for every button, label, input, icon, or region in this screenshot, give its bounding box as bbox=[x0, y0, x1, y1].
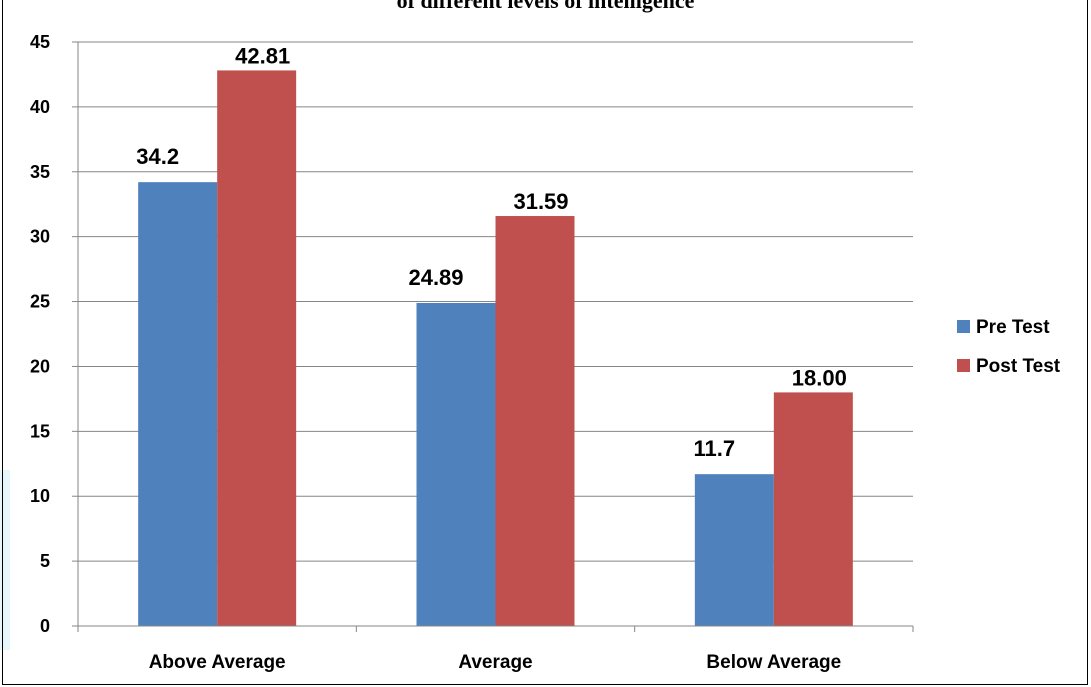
data-label: 42.81 bbox=[235, 43, 290, 68]
legend-swatch bbox=[957, 320, 970, 333]
x-tick-label: Below Average bbox=[706, 652, 841, 673]
y-tick-label: 45 bbox=[30, 32, 50, 52]
x-tick-label: Above Average bbox=[149, 652, 286, 673]
data-labels: 34.2 42.81 24.89 31.59 11.7 18.00 bbox=[136, 43, 847, 461]
legend-label: Pre Test bbox=[976, 317, 1050, 338]
y-tick-label: 30 bbox=[30, 227, 50, 247]
y-tick-label: 25 bbox=[30, 292, 50, 312]
x-tick-label: Average bbox=[458, 652, 532, 673]
bar-pre-test bbox=[416, 302, 496, 626]
chart-title: of different levels of intelligence bbox=[396, 0, 695, 13]
legend-swatch bbox=[957, 359, 970, 372]
bar-pre-test bbox=[694, 474, 774, 626]
data-label: 24.89 bbox=[408, 265, 463, 290]
data-label: 11.7 bbox=[694, 436, 736, 461]
data-label: 31.59 bbox=[513, 189, 568, 214]
y-tick-label: 20 bbox=[30, 356, 50, 376]
y-tick-label: 40 bbox=[30, 97, 50, 117]
y-tick-label: 5 bbox=[40, 551, 50, 571]
y-tick-label: 35 bbox=[30, 162, 50, 182]
axes: 0 5 10 15 20 25 30 35 40 45 Above Average Average Be… bbox=[30, 32, 914, 673]
legend-label: Post Test bbox=[976, 356, 1061, 377]
bars bbox=[138, 70, 853, 627]
y-tick-label: 15 bbox=[30, 421, 50, 441]
watermark-strip bbox=[0, 470, 10, 650]
y-tick-label: 10 bbox=[30, 486, 50, 506]
y-tick-label: 0 bbox=[40, 616, 50, 636]
bar-post-test bbox=[773, 392, 853, 626]
bar-post-test bbox=[217, 70, 297, 627]
bar-post-test bbox=[495, 216, 575, 627]
data-label: 18.00 bbox=[792, 365, 847, 390]
bar-pre-test bbox=[138, 182, 218, 626]
data-label: 34.2 bbox=[136, 144, 179, 169]
legend: Pre Test Post Test bbox=[957, 317, 1061, 377]
